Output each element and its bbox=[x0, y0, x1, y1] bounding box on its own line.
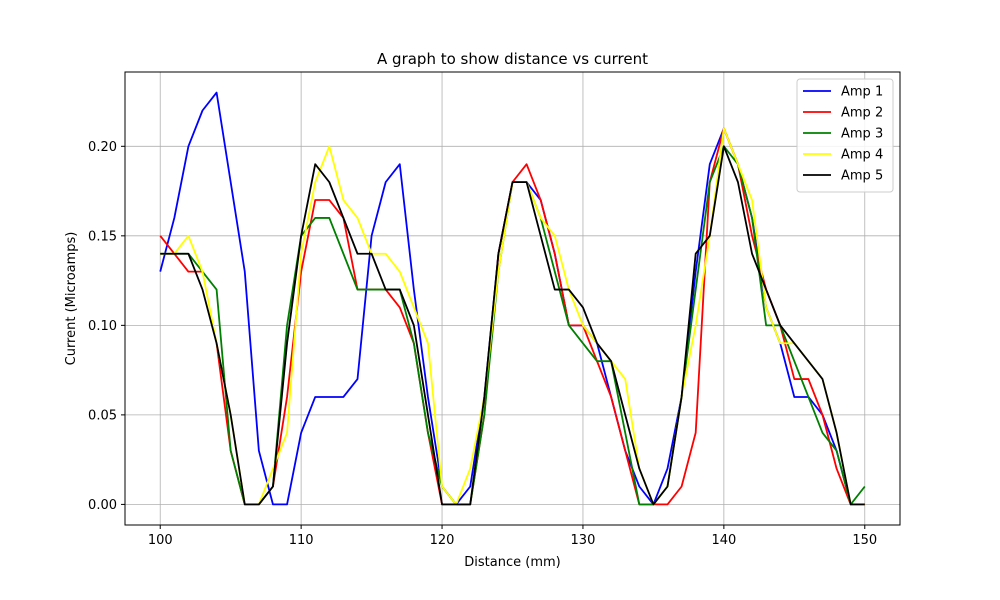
x-tick-label: 110 bbox=[289, 533, 314, 548]
legend-label: Amp 1 bbox=[841, 85, 883, 100]
chart-title: A graph to show distance vs current bbox=[377, 50, 648, 68]
y-tick-label: 0.20 bbox=[88, 140, 117, 155]
grid bbox=[125, 72, 900, 525]
y-tick-label: 0.05 bbox=[88, 408, 117, 423]
series-group bbox=[159, 91, 866, 506]
x-tick-label: 130 bbox=[571, 533, 596, 548]
legend-label: Amp 4 bbox=[841, 148, 883, 163]
legend-label: Amp 5 bbox=[841, 169, 883, 184]
legend: Amp 1 Amp 2 Amp 3 Amp 4 Amp 5 bbox=[796, 78, 894, 193]
x-tick-label: 140 bbox=[711, 533, 736, 548]
ticks-group: 100 110 120 130 140 150 0.00 0.05 0.10 0.15 0.20 bbox=[88, 140, 877, 548]
y-tick-label: 0.00 bbox=[88, 498, 117, 513]
plot-frame bbox=[124, 71, 901, 526]
y-tick-label: 0.10 bbox=[88, 319, 117, 334]
x-axis-label: Distance (mm) bbox=[464, 555, 560, 570]
y-axis-label: Current (Microamps) bbox=[64, 232, 79, 366]
x-tick-label: 120 bbox=[430, 533, 455, 548]
legend-box bbox=[796, 78, 894, 193]
x-tick-label: 150 bbox=[852, 533, 877, 548]
x-tick-label: 100 bbox=[148, 533, 173, 548]
legend-label: Amp 2 bbox=[841, 106, 883, 121]
legend-label: Amp 3 bbox=[841, 127, 883, 142]
series-line-amp-5 bbox=[160, 145, 865, 506]
y-tick-label: 0.15 bbox=[88, 229, 117, 244]
